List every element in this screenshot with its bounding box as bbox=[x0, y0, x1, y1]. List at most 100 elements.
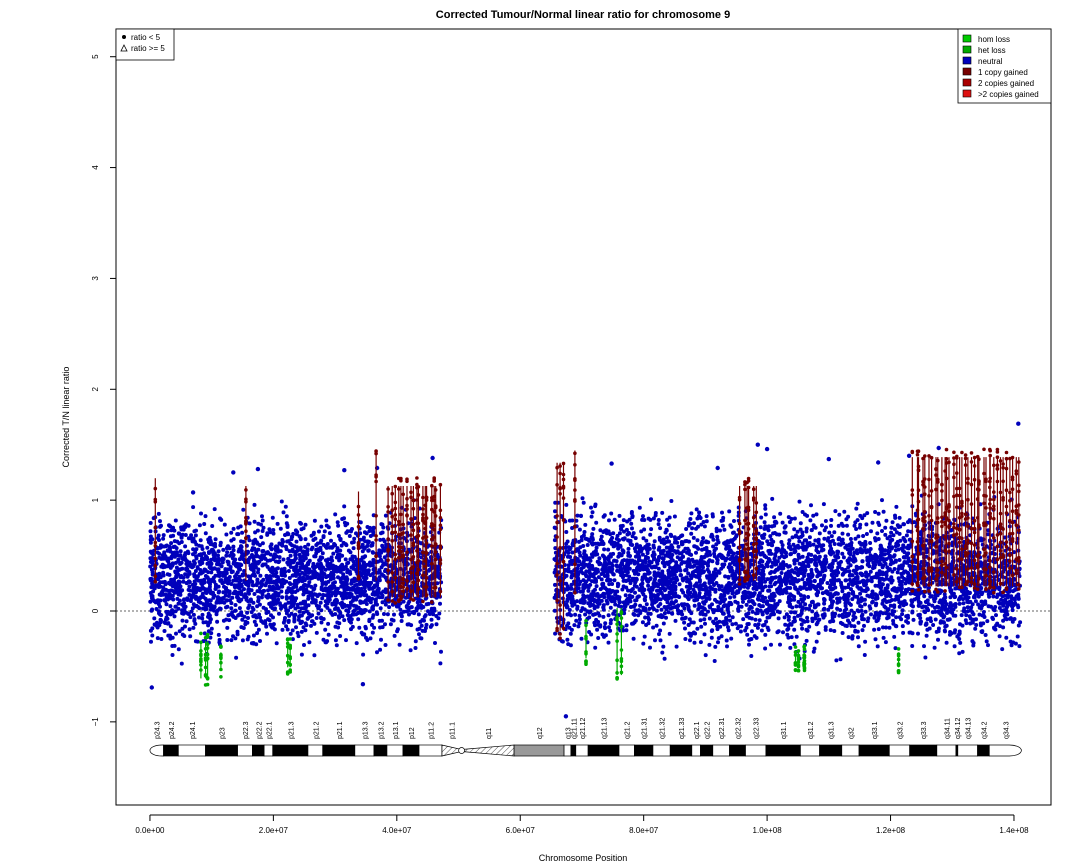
data-point bbox=[209, 557, 214, 562]
data-point bbox=[342, 520, 347, 525]
data-point bbox=[274, 570, 279, 575]
data-point bbox=[855, 584, 860, 589]
data-point bbox=[336, 523, 341, 528]
data-point bbox=[333, 607, 337, 611]
data-point bbox=[799, 622, 804, 627]
data-point bbox=[377, 595, 382, 600]
data-point bbox=[677, 582, 682, 587]
data-point bbox=[349, 565, 354, 570]
data-point bbox=[574, 618, 579, 623]
data-point bbox=[231, 591, 236, 596]
data-point bbox=[873, 536, 877, 541]
data-point bbox=[709, 532, 714, 537]
data-point bbox=[203, 607, 208, 612]
data-point bbox=[621, 518, 626, 523]
data-point bbox=[167, 544, 172, 549]
data-point bbox=[330, 602, 335, 607]
data-point bbox=[149, 639, 153, 644]
data-point bbox=[172, 539, 177, 544]
data-point bbox=[320, 596, 325, 601]
data-point bbox=[208, 588, 213, 593]
data-point bbox=[997, 624, 1002, 629]
data-point bbox=[277, 611, 281, 616]
data-point bbox=[378, 625, 383, 630]
data-point bbox=[224, 577, 229, 582]
data-point bbox=[251, 558, 256, 563]
data-point bbox=[603, 621, 608, 626]
data-point bbox=[184, 619, 189, 624]
data-point bbox=[399, 612, 404, 617]
data-point bbox=[213, 584, 218, 589]
data-point bbox=[292, 619, 297, 624]
data-point bbox=[370, 630, 375, 635]
data-point bbox=[597, 556, 602, 561]
data-point bbox=[246, 557, 251, 562]
data-point bbox=[863, 602, 867, 607]
data-point bbox=[855, 501, 860, 506]
data-point bbox=[224, 546, 229, 551]
data-point bbox=[221, 547, 226, 552]
data-point bbox=[375, 612, 380, 616]
data-point bbox=[608, 605, 613, 610]
data-point bbox=[283, 603, 287, 608]
data-point bbox=[206, 614, 210, 619]
data-point bbox=[243, 594, 248, 599]
data-point bbox=[256, 570, 260, 575]
data-point bbox=[1001, 618, 1006, 623]
data-point bbox=[251, 541, 256, 546]
data-point bbox=[268, 530, 273, 535]
data-point bbox=[855, 551, 860, 556]
data-point bbox=[334, 643, 339, 648]
data-point bbox=[176, 601, 181, 606]
data-point bbox=[245, 620, 250, 625]
data-point bbox=[221, 557, 226, 562]
data-point bbox=[399, 619, 404, 623]
data-point bbox=[302, 643, 306, 647]
data-point bbox=[857, 525, 862, 530]
data-point bbox=[860, 612, 865, 617]
data-point bbox=[326, 621, 331, 626]
data-point bbox=[357, 581, 362, 586]
data-point bbox=[166, 609, 171, 614]
data-point bbox=[421, 605, 426, 609]
data-point bbox=[248, 574, 253, 579]
data-point bbox=[227, 546, 232, 551]
data-point bbox=[847, 601, 852, 606]
data-point bbox=[702, 617, 707, 622]
data-point bbox=[240, 638, 245, 643]
data-point bbox=[309, 590, 314, 595]
data-point bbox=[347, 534, 352, 538]
data-point bbox=[372, 625, 377, 630]
data-point bbox=[385, 612, 390, 617]
data-point bbox=[674, 644, 679, 649]
data-point bbox=[183, 624, 187, 629]
data-point bbox=[345, 561, 350, 566]
data-point bbox=[689, 531, 694, 536]
data-point bbox=[370, 605, 375, 610]
data-point bbox=[719, 607, 724, 612]
data-point bbox=[703, 621, 707, 626]
data-point bbox=[337, 558, 342, 563]
data-point bbox=[345, 529, 350, 534]
data-point bbox=[649, 527, 654, 532]
data-point bbox=[880, 529, 884, 533]
data-point bbox=[236, 585, 241, 590]
data-point bbox=[965, 605, 970, 610]
data-point bbox=[231, 548, 236, 553]
data-point bbox=[750, 609, 755, 614]
data-point bbox=[415, 600, 420, 605]
data-point bbox=[957, 637, 962, 641]
data-point bbox=[275, 521, 280, 526]
data-point bbox=[330, 558, 335, 563]
data-point bbox=[576, 586, 581, 591]
data-point bbox=[881, 509, 886, 514]
data-point bbox=[191, 552, 195, 557]
data-point bbox=[316, 576, 321, 581]
data-point bbox=[176, 589, 181, 594]
data-point bbox=[323, 567, 328, 572]
data-point bbox=[363, 598, 368, 603]
data-point bbox=[167, 581, 172, 586]
data-point bbox=[207, 535, 212, 540]
data-point bbox=[354, 641, 359, 646]
data-point bbox=[224, 598, 229, 603]
